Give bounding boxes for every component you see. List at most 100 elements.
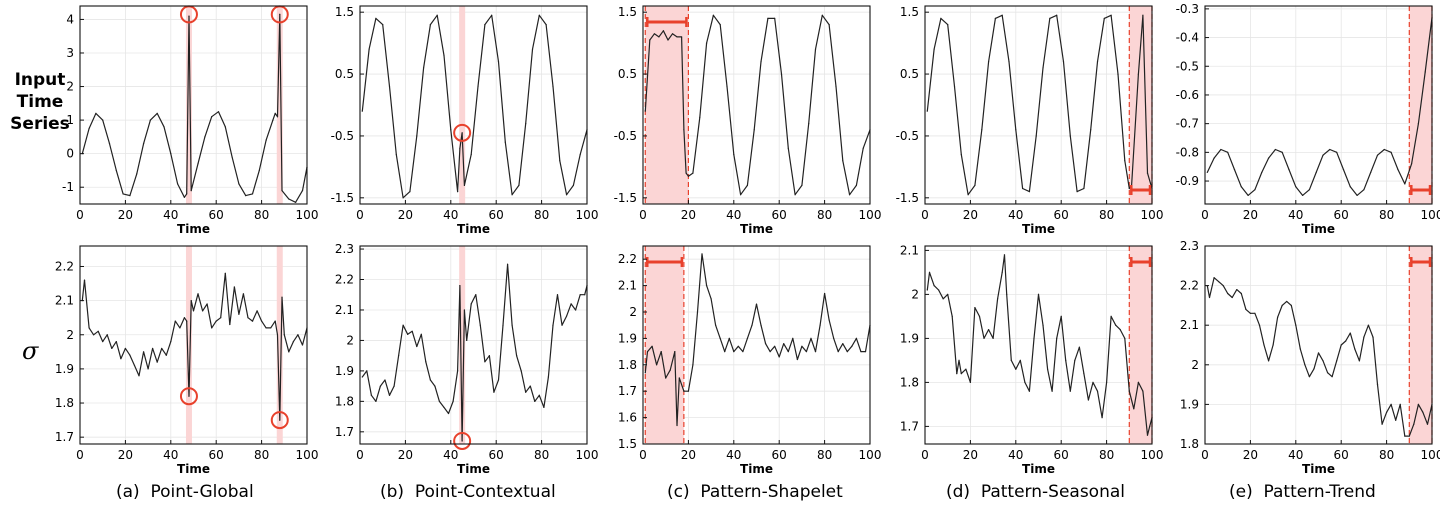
data-point bbox=[111, 347, 113, 350]
series-line bbox=[361, 14, 588, 199]
data-point bbox=[1213, 157, 1215, 159]
data-point bbox=[538, 394, 540, 396]
x-tick-label: 0 bbox=[921, 448, 929, 462]
data-point bbox=[297, 334, 299, 336]
data-point bbox=[1065, 359, 1067, 361]
data-point bbox=[828, 319, 830, 321]
data-point bbox=[651, 345, 653, 347]
data-point bbox=[224, 126, 226, 128]
data-point bbox=[443, 54, 445, 57]
plot-frame bbox=[359, 245, 588, 445]
data-point bbox=[1317, 352, 1320, 354]
data-point bbox=[136, 173, 138, 175]
data-point bbox=[281, 189, 283, 192]
series-line bbox=[361, 263, 588, 442]
data-point bbox=[1149, 425, 1151, 427]
data-point bbox=[217, 111, 220, 113]
data-point bbox=[864, 351, 867, 353]
data-point bbox=[1404, 435, 1406, 437]
y-tick-label: 1.5 bbox=[335, 5, 354, 19]
x-tick-label: 100 bbox=[859, 208, 882, 222]
data-point bbox=[411, 330, 413, 332]
data-point bbox=[1417, 123, 1419, 125]
data-point bbox=[855, 337, 857, 339]
plot-frame bbox=[359, 5, 588, 205]
data-point bbox=[93, 334, 95, 336]
y-tick-label: -1.5 bbox=[614, 191, 637, 205]
data-point bbox=[710, 298, 712, 300]
data-point bbox=[1247, 194, 1249, 196]
anomaly-band bbox=[459, 246, 466, 444]
data-point bbox=[1336, 360, 1338, 362]
data-point bbox=[518, 184, 520, 187]
data-point bbox=[676, 424, 678, 427]
data-point bbox=[737, 345, 739, 347]
data-point bbox=[420, 333, 422, 335]
y-tick-label: 2.3 bbox=[335, 242, 354, 256]
data-point bbox=[97, 330, 99, 332]
data-point bbox=[88, 327, 90, 329]
row-label-input-line1: Input bbox=[14, 70, 66, 90]
data-point bbox=[461, 132, 463, 134]
x-axis-label: Time bbox=[1302, 222, 1335, 236]
data-point bbox=[960, 373, 962, 375]
y-tick-label: 1.9 bbox=[900, 331, 919, 345]
data-point bbox=[479, 324, 481, 326]
data-point bbox=[215, 320, 217, 322]
data-point bbox=[1304, 364, 1306, 366]
data-point bbox=[584, 294, 586, 296]
y-tick-label: -0.5 bbox=[896, 129, 919, 143]
data-point bbox=[997, 298, 999, 300]
x-tick-label: 100 bbox=[1421, 448, 1440, 462]
y-tick-label: 2.1 bbox=[335, 303, 354, 317]
data-point bbox=[436, 14, 438, 16]
chart-panel-d-input: 0 20 40 60 80 100 Time -1.5 -0.5 0.5 1.5 bbox=[896, 5, 1164, 236]
data-point bbox=[1272, 344, 1274, 346]
y-tick-label: 2.1 bbox=[55, 294, 74, 308]
data-point bbox=[1240, 186, 1242, 188]
data-point bbox=[1308, 376, 1311, 378]
data-point bbox=[947, 293, 949, 295]
data-point bbox=[746, 184, 749, 187]
data-point bbox=[1146, 434, 1149, 436]
data-point bbox=[504, 141, 506, 143]
data-point bbox=[965, 368, 967, 370]
x-tick-label: 60 bbox=[1054, 448, 1069, 462]
y-tick-label: 3 bbox=[66, 46, 74, 60]
y-tick-label: 1.8 bbox=[900, 375, 919, 389]
x-tick-label: 80 bbox=[1099, 208, 1114, 222]
data-point bbox=[186, 320, 188, 322]
y-tick-label: -1.5 bbox=[896, 191, 919, 205]
data-point bbox=[774, 17, 776, 19]
data-point bbox=[1231, 296, 1233, 299]
data-point bbox=[561, 324, 563, 326]
data-point bbox=[190, 189, 192, 192]
data-point bbox=[124, 347, 126, 350]
x-tick-label: 60 bbox=[209, 448, 224, 462]
data-point bbox=[256, 310, 258, 312]
data-point bbox=[696, 311, 699, 313]
data-point bbox=[1383, 148, 1385, 151]
data-point bbox=[1010, 359, 1012, 361]
data-point bbox=[1399, 403, 1401, 405]
data-point bbox=[161, 347, 163, 350]
data-point bbox=[95, 112, 97, 114]
data-point bbox=[204, 136, 206, 138]
data-point bbox=[719, 337, 721, 339]
data-point bbox=[1315, 171, 1317, 174]
data-point bbox=[409, 191, 411, 193]
x-tick-label: 60 bbox=[772, 448, 787, 462]
data-point bbox=[833, 337, 835, 339]
anomaly-interval bbox=[1409, 246, 1432, 444]
chart-panel-b-input: 0 20 40 60 80 100 Time -1.5 -0.5 0.5 1.5 bbox=[331, 5, 599, 236]
data-point bbox=[1222, 285, 1224, 287]
data-point bbox=[814, 48, 817, 50]
data-point bbox=[183, 317, 186, 319]
y-tick-label: 0 bbox=[66, 147, 74, 161]
anomaly-point-marker bbox=[270, 411, 289, 430]
data-point bbox=[1083, 187, 1085, 190]
y-tick-label: 1 bbox=[66, 113, 74, 127]
data-point bbox=[188, 15, 190, 17]
x-tick-label: 40 bbox=[1288, 208, 1303, 222]
x-axis-label: Time bbox=[740, 462, 773, 476]
